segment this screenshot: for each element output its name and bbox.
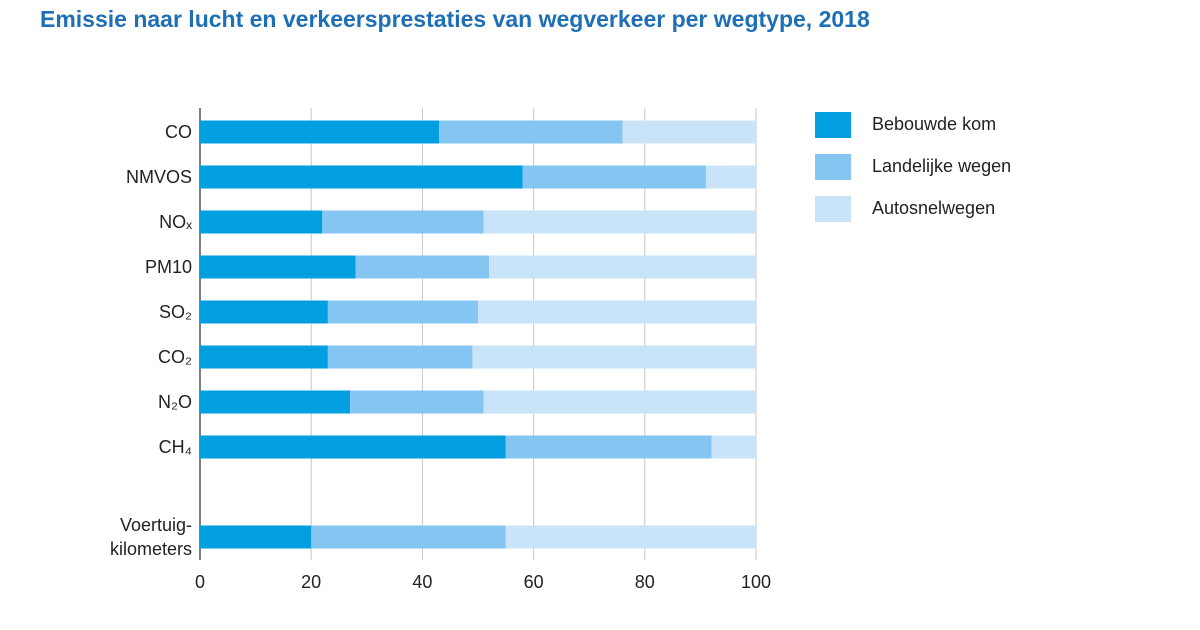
y-tick-label: N₂O [158,392,192,412]
legend-swatch [815,196,851,222]
bar-segment [705,165,756,189]
bar-segment [327,300,478,324]
legend-label: Landelijke wegen [872,156,1011,176]
bar-segment [200,255,356,279]
bar-segment [350,390,484,414]
legend-label: Bebouwde kom [872,114,996,134]
bar-segment [472,345,756,369]
bar-segment [355,255,490,279]
bar-segment [200,300,328,324]
y-tick-label: NOₓ [159,212,192,232]
bar-segment [311,525,506,549]
bar-segment [200,525,312,549]
chart-title: Emissie naar lucht en verkeersprestaties… [40,6,870,32]
bar-segment [489,255,756,279]
bar-segment [200,165,523,189]
bar-segment [483,390,756,414]
y-tick-label: NMVOS [125,167,192,187]
bar-segment [200,435,506,459]
y-tick-label: SO₂ [159,302,192,322]
y-tick-label: PM10 [144,257,192,277]
x-tick-label: 20 [301,572,321,592]
x-tick-label: 60 [524,572,544,592]
y-tick-label: CO₂ [158,347,192,367]
x-tick-label: 40 [412,572,432,592]
bar-segment [327,345,473,369]
bar-segment [711,435,756,459]
x-tick-label: 80 [635,572,655,592]
bar-segment [200,345,328,369]
bar-segment [483,210,756,234]
y-tick-label: CO [165,122,192,142]
bar-segment [522,165,706,189]
bar-segment [322,210,484,234]
bar-segment [200,390,351,414]
bar-segment [200,210,323,234]
legend-swatch [815,112,851,138]
bar-segment [622,120,756,144]
legend-swatch [815,154,851,180]
bar-segment [505,435,712,459]
bar-segment [200,120,440,144]
bar-segment [439,120,623,144]
x-tick-label: 100 [741,572,771,592]
y-tick-label: Voertuig- kilometers [109,515,192,559]
bar-segment [478,300,756,324]
bar-segment [505,525,756,549]
legend-label: Autosnelwegen [872,198,995,218]
y-tick-label: CH₄ [158,437,192,457]
x-tick-label: 0 [195,572,205,592]
